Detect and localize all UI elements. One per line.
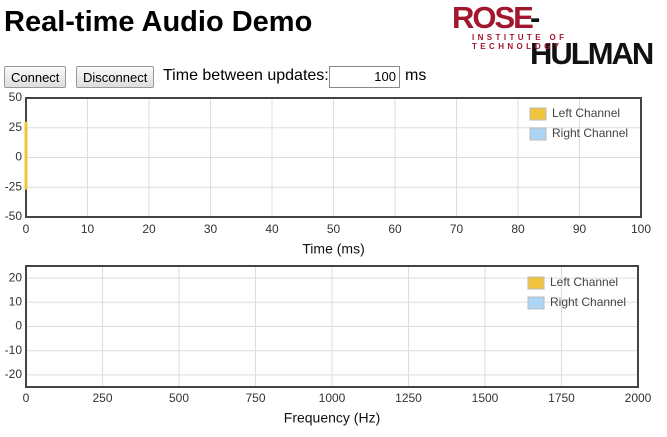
x-tick-label: 60 [388, 222, 402, 236]
x-tick-label: 30 [204, 222, 218, 236]
x-tick-label: 80 [511, 222, 525, 236]
x-tick-label: 750 [245, 391, 265, 405]
x-tick-label: 250 [92, 391, 112, 405]
interval-unit: ms [405, 67, 427, 84]
legend-label: Right Channel [552, 126, 628, 140]
y-tick-label: 50 [9, 90, 23, 104]
y-tick-label: 20 [9, 270, 23, 284]
x-tick-label: 50 [327, 222, 341, 236]
x-tick-label: 500 [169, 391, 189, 405]
y-tick-label: 25 [9, 120, 23, 134]
x-tick-label: 1500 [472, 391, 499, 405]
logo: ROSE -HULMAN INSTITUTE OF TECHNOLOGY [452, 0, 657, 71]
x-tick-label: 2000 [625, 391, 652, 405]
x-tick-label: 10 [81, 222, 95, 236]
page-title: Real-time Audio Demo [4, 6, 313, 38]
connect-button[interactable]: Connect [4, 66, 67, 88]
y-tick-label: 0 [15, 319, 22, 333]
x-tick-label: 1750 [548, 391, 575, 405]
interval-input[interactable]: 100 [329, 66, 400, 88]
legend-label: Right Channel [550, 295, 626, 309]
y-tick-label: 0 [15, 150, 22, 164]
disconnect-button[interactable]: Disconnect [76, 66, 155, 88]
legend-swatch [529, 127, 547, 141]
legend-swatch [529, 107, 547, 121]
logo-main: ROSE [452, 0, 534, 35]
logo-rest: -HULMAN [530, 0, 654, 71]
x-tick-label: 20 [142, 222, 156, 236]
x-tick-label: 1250 [395, 391, 422, 405]
y-tick-label: -20 [5, 367, 23, 381]
x-tick-label: 1000 [319, 391, 346, 405]
legend-swatch [527, 276, 545, 290]
y-tick-label: -50 [5, 209, 23, 223]
legend-label: Left Channel [552, 106, 620, 120]
legend-label: Left Channel [550, 275, 618, 289]
y-tick-label: 10 [9, 294, 23, 308]
x-tick-label: 90 [573, 222, 587, 236]
x-tick-label: 70 [450, 222, 464, 236]
x-tick-label: 100 [631, 222, 651, 236]
logo-sub: INSTITUTE OF TECHNOLOGY [472, 33, 568, 51]
x-axis-label: Time (ms) [302, 241, 364, 257]
plot-border [25, 265, 639, 388]
x-tick-label: 0 [23, 222, 30, 236]
y-tick-label: -25 [5, 179, 23, 193]
x-tick-label: 40 [265, 222, 279, 236]
x-tick-label: 0 [23, 391, 30, 405]
interval-label: Time between updates: [163, 67, 329, 84]
y-tick-label: -10 [5, 343, 23, 357]
x-axis-label: Frequency (Hz) [284, 410, 380, 426]
legend-swatch [527, 296, 545, 310]
